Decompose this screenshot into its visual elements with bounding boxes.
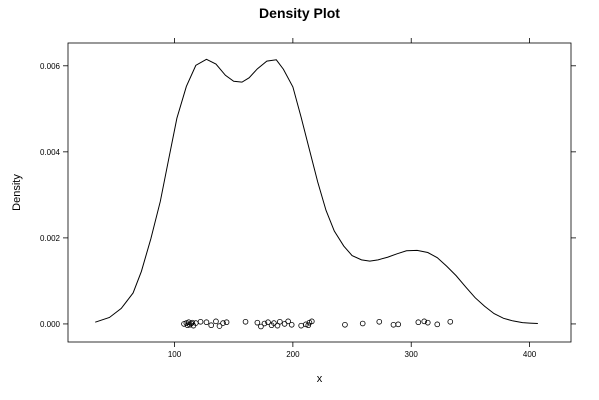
rug-point (277, 318, 283, 325)
rug-point (208, 322, 215, 329)
density-curve (95, 58, 538, 324)
y-tick-label: 0.000 (40, 320, 61, 329)
x-axis-label: x (317, 373, 323, 385)
rug-point (258, 323, 264, 330)
rug-point (213, 318, 219, 325)
rug-point (181, 321, 187, 327)
rug-point (281, 321, 288, 327)
x-tick-label: 400 (523, 350, 537, 359)
rug-point (395, 321, 402, 328)
plot-frame (67, 42, 572, 343)
rug-point (197, 318, 204, 325)
x-tick-label: 100 (168, 350, 182, 359)
rug-point (447, 318, 454, 325)
rug-point (265, 319, 271, 326)
rug-point (254, 319, 261, 326)
rug-point (216, 323, 223, 329)
rug-point (390, 321, 397, 328)
rug-point (359, 320, 366, 327)
y-tick-label: 0.004 (40, 148, 61, 157)
rug-point (220, 320, 226, 326)
rug-point (424, 319, 431, 326)
rug-point (242, 318, 249, 325)
chart-title: Density Plot (259, 5, 340, 21)
rug-point (189, 319, 196, 326)
rug-point (203, 319, 210, 326)
y-axis-label: Density (11, 174, 23, 211)
rug-point (184, 322, 191, 329)
rug-point (271, 320, 277, 326)
x-tick-label: 200 (286, 350, 300, 359)
rug-point (415, 319, 422, 326)
rug-point (261, 320, 268, 327)
y-tick-label: 0.002 (40, 234, 61, 243)
rug-point (342, 321, 348, 328)
rug-point (434, 321, 441, 328)
rug-point (305, 322, 312, 329)
rug-points (181, 318, 454, 330)
axes: 100 200 300 400 0.000 0.002 0.004 0.006 (40, 38, 576, 359)
rug-point (309, 318, 315, 325)
rug-point (298, 322, 304, 329)
y-tick-label: 0.006 (40, 62, 61, 71)
rug-point (223, 319, 230, 326)
rug-point (303, 321, 309, 328)
rug-point (288, 321, 295, 328)
rug-point (376, 318, 383, 325)
rug-point (285, 318, 291, 325)
x-tick-label: 300 (405, 350, 419, 359)
rug-point (421, 318, 428, 325)
